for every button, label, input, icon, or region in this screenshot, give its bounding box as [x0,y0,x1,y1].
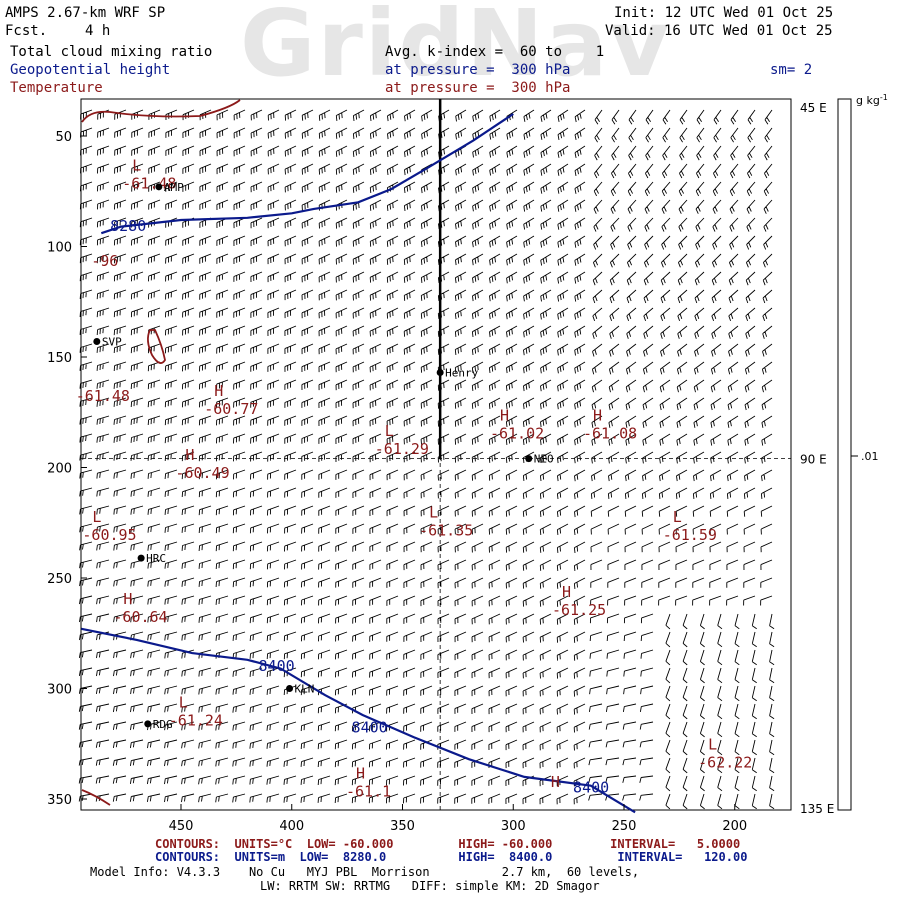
colorbar: .01 g kg-1 [837,93,888,811]
station-label: Henry [445,366,478,379]
height-contour-8280 [100,112,514,235]
field-geopotential: Geopotential height [10,62,171,78]
stations: AMP SVP Henry NEO HRC KLN RDG [93,181,554,731]
height-contour-8400 [81,627,636,814]
valid-time: Valid: 16 UTC Wed 01 Oct 25 [605,23,833,39]
station-label: KLN [295,683,315,696]
colorbar-value: .01 [861,450,879,463]
temperature-labels: L-61.48-96-61.48 H-60.77 H-61.02H-61.08L-6… [76,157,753,801]
height-labels: 8280 8400 8400 8400 [110,217,609,796]
station-marker-henry [436,368,444,376]
colorbar-box [837,98,852,811]
temp-extremum-mark: H [356,764,365,782]
height-value-label: 8400 [259,657,295,675]
forecast-value: 4 h [85,23,111,39]
y-tick-label: 150 [47,351,72,366]
footer-temp-contours: CONTOURS: UNITS=°C LOW= -60.000 HIGH= -6… [155,837,741,851]
y-tick-label: 100 [47,241,72,256]
field-cloud-mixing: Total cloud mixing ratio [10,44,213,60]
station-label: SVP [102,336,122,349]
station-marker-hrc [137,554,145,562]
y-tick-label: 50 [55,130,72,145]
temp-value-label: -61.35 [419,522,473,540]
station-marker-neo [525,455,533,463]
station-marker-svp [93,338,101,346]
temp-value-label: -61.1 [346,782,391,800]
station-marker-amp [155,183,163,191]
temp-value-label: -96 [91,252,118,270]
height-value-label: 8280 [110,217,146,235]
y-tick-label: 300 [47,683,72,698]
temp-extremum-mark: H [123,590,132,608]
temp-extremum-mark: L [385,422,394,440]
x-tick-label: 400 [279,819,304,834]
temp-value-label: -61.08 [583,424,637,442]
footer-model-info: Model Info: V4.3.3 No Cu MYJ PBL Morriso… [90,865,640,879]
field-temperature: Temperature [10,80,103,96]
y-tick-label: 350 [47,793,72,808]
station-marker-rdg [144,720,152,728]
station-label: RDG [153,718,173,731]
temp-value-label: -62.22 [698,754,752,772]
temperature-contour [147,329,166,364]
temp-extremum-mark: H [214,382,223,400]
contour-lines [81,99,791,814]
map-frame [80,98,792,811]
height-value-label: 8400 [352,719,388,737]
x-tick-label: 350 [390,819,415,834]
temp-extremum-mark: H [551,773,560,791]
height-value-label: 8400 [573,778,609,796]
footer-height-contours: CONTOURS: UNITS=m LOW= 8280.0 HIGH= 8400… [155,850,748,864]
temp-value-label: -60.77 [204,400,258,418]
init-time: Init: 12 UTC Wed 01 Oct 25 [614,5,834,21]
temp-extremum-mark: L [429,504,438,522]
temp-value-label: -61.24 [169,712,223,730]
smoothing-label: sm= 2 [770,62,813,78]
pressure-height-label: at pressure = 300 hPa [385,62,571,78]
station-marker-kln [286,685,294,692]
temp-value-label: -61.48 [122,175,176,193]
y-tick-label: 200 [47,462,72,477]
station-label: HRC [146,552,166,565]
temp-value-label: -61.48 [76,387,130,405]
temp-extremum-mark: H [593,406,602,424]
temperature-contour [81,789,111,806]
temp-extremum-mark: L [92,508,101,526]
x-tick-label: 250 [612,819,637,834]
temp-extremum-mark: L [673,508,682,526]
kindex-label: Avg. k-index = 60 to 1 [385,44,605,60]
temp-value-label: -61.02 [490,424,544,442]
temp-value-label: -61.59 [663,526,717,544]
temp-extremum-mark: H [500,406,509,424]
longitude-label: 135 E [800,802,834,816]
x-tick-label: 300 [501,819,526,834]
temperature-contour [81,99,241,123]
colorbar-unit: g kg-1 [856,93,888,107]
model-title: AMPS 2.67-km WRF SP [5,5,166,21]
y-tick-label: 250 [47,572,72,587]
x-tick-label: 200 [722,819,747,834]
station-label: AMP [164,181,184,194]
station-label: NEO [534,453,554,466]
temp-extremum-mark: L [132,157,141,175]
longitude-label: 45 E [800,101,827,115]
temp-value-label: -61.29 [375,440,429,458]
temp-extremum-mark: L [708,736,717,754]
axis-ticks: 50 100 150 200 250 300 350 450 400 350 300 250 200 45… [47,101,834,834]
temp-value-label: -60.95 [82,526,136,544]
temp-value-label: -60.64 [113,608,167,626]
temp-extremum-mark: H [185,446,194,464]
longitude-label: 90 E [800,453,827,467]
colorbar-unit-exponent: -1 [880,93,888,102]
temp-value-label: -60.49 [175,464,229,482]
forecast-label: Fcst. [5,23,48,39]
temp-extremum-mark: L [179,694,188,712]
gridnav-watermark: GridNav [240,0,672,97]
footer-model-info-2: LW: RRTM SW: RRTMG DIFF: simple KM: 2D S… [260,879,600,893]
x-tick-label: 450 [169,819,194,834]
pressure-temp-label: at pressure = 300 hPa [385,80,571,96]
temp-value-label: -61.25 [552,601,606,619]
temp-extremum-mark: H [562,583,571,601]
